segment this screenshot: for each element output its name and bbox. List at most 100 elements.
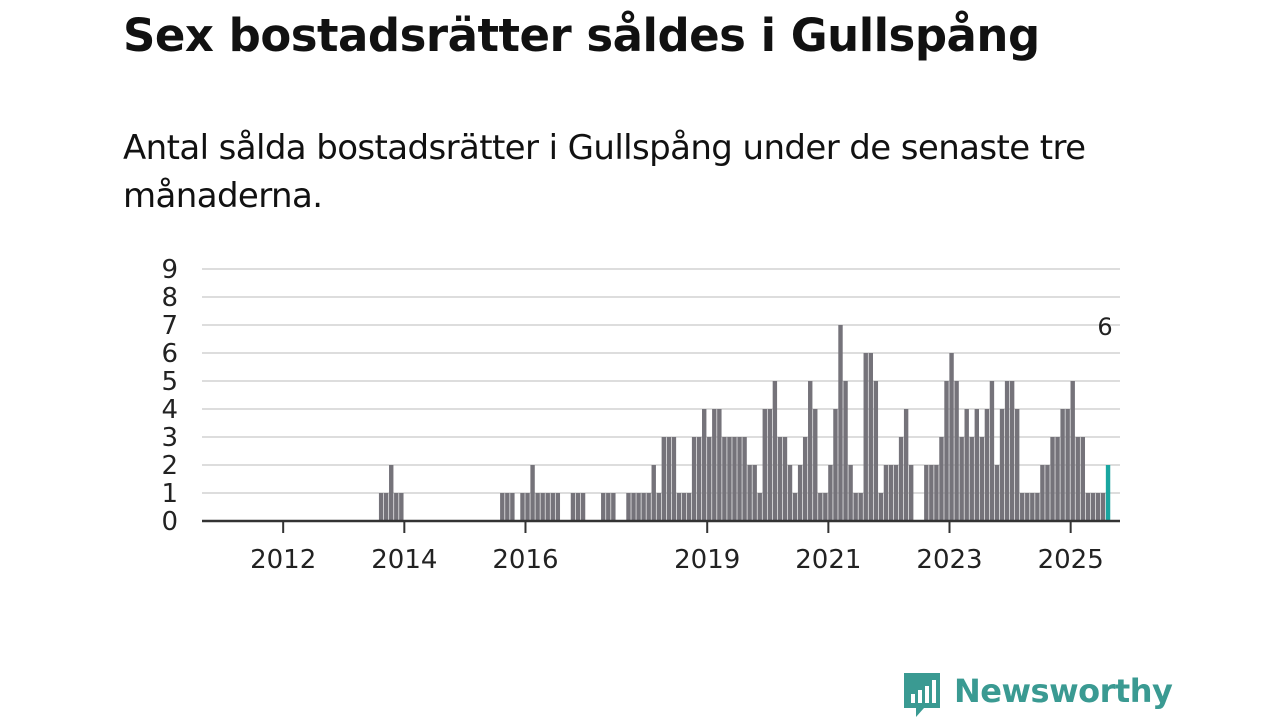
bar — [1030, 493, 1035, 521]
bar — [570, 493, 576, 521]
bar — [833, 409, 838, 521]
bar — [813, 409, 818, 521]
bar — [848, 465, 853, 521]
bar — [777, 437, 783, 521]
bar — [1004, 381, 1010, 521]
bar — [984, 409, 990, 521]
bar — [535, 493, 540, 521]
bar — [1085, 493, 1091, 521]
bar — [399, 493, 404, 521]
bar — [934, 465, 939, 521]
bar — [691, 437, 697, 521]
bar — [898, 437, 904, 521]
bar — [979, 437, 985, 521]
bar — [893, 465, 899, 521]
y-tick-label: 2 — [161, 451, 178, 481]
bar — [525, 493, 530, 521]
x-tick-label: 2012 — [250, 545, 316, 575]
bar — [954, 381, 959, 521]
x-tick-label: 2021 — [795, 545, 861, 575]
bar — [530, 465, 535, 521]
bar — [949, 353, 954, 521]
bar — [903, 409, 909, 521]
bar — [1080, 437, 1086, 521]
bar — [757, 493, 762, 521]
x-tick-label: 2014 — [371, 545, 437, 575]
chart-title: Sex bostadsrätter såldes i Gullspång — [123, 9, 1040, 62]
axes — [202, 519, 1120, 533]
bar — [712, 409, 717, 521]
newsworthy-logo-icon — [904, 673, 940, 717]
x-tick-label: 2019 — [674, 545, 740, 575]
bar — [994, 465, 1000, 521]
bar — [1014, 409, 1020, 521]
bar — [702, 409, 707, 521]
bar — [999, 409, 1005, 521]
bar — [989, 381, 995, 521]
x-tick-label: 2016 — [492, 545, 558, 575]
bar — [1045, 465, 1050, 521]
bar — [939, 437, 944, 521]
bar — [908, 465, 914, 521]
bar — [646, 493, 651, 521]
y-tick-label: 7 — [161, 311, 178, 341]
bar — [863, 353, 868, 521]
bar — [540, 493, 545, 521]
bar — [545, 493, 550, 521]
bar — [752, 465, 757, 521]
bar — [808, 381, 813, 521]
bar — [520, 493, 525, 521]
bar — [686, 493, 692, 521]
bar — [1025, 493, 1030, 521]
bar — [853, 493, 858, 521]
bar — [823, 493, 828, 521]
bar — [383, 493, 389, 521]
bar — [611, 493, 616, 521]
bar — [772, 381, 778, 521]
bar — [828, 465, 833, 521]
bar — [974, 409, 979, 521]
bar — [1020, 493, 1025, 521]
bar — [868, 353, 873, 521]
bar — [732, 437, 737, 521]
bar — [1065, 409, 1070, 521]
bar — [959, 437, 964, 521]
y-tick-label: 5 — [161, 367, 178, 397]
bar — [1100, 493, 1106, 521]
bar — [676, 493, 682, 521]
y-tick-label: 4 — [161, 395, 178, 425]
bar — [1009, 381, 1015, 521]
bar — [580, 493, 586, 521]
y-tick-label: 3 — [161, 423, 178, 453]
bar — [944, 381, 949, 521]
bar — [394, 493, 399, 521]
bar — [1090, 493, 1096, 521]
bar — [378, 493, 384, 521]
y-tick-label: 8 — [161, 283, 178, 313]
bar — [818, 493, 823, 521]
bar — [929, 465, 934, 521]
bar — [626, 493, 631, 521]
bar — [601, 493, 606, 521]
bar — [1035, 493, 1040, 521]
bar — [787, 465, 793, 521]
newsworthy-logo[interactable]: Newsworthy — [902, 670, 1173, 720]
bar — [555, 493, 561, 521]
bar-highlight — [1105, 465, 1111, 521]
x-tick-label: 2025 — [1038, 545, 1104, 575]
y-tick-label: 6 — [161, 339, 178, 369]
value-label: 6 — [1097, 313, 1112, 341]
bar — [510, 493, 515, 521]
bar — [858, 493, 863, 521]
bar — [802, 437, 808, 521]
bar — [606, 493, 611, 521]
bar — [883, 465, 889, 521]
y-tick-label: 9 — [161, 255, 178, 285]
bar — [696, 437, 702, 521]
x-tick-label: 2023 — [916, 545, 982, 575]
bar — [742, 437, 747, 521]
bar — [873, 381, 879, 521]
bar — [969, 437, 974, 521]
bar — [666, 437, 672, 521]
bar — [797, 465, 803, 521]
